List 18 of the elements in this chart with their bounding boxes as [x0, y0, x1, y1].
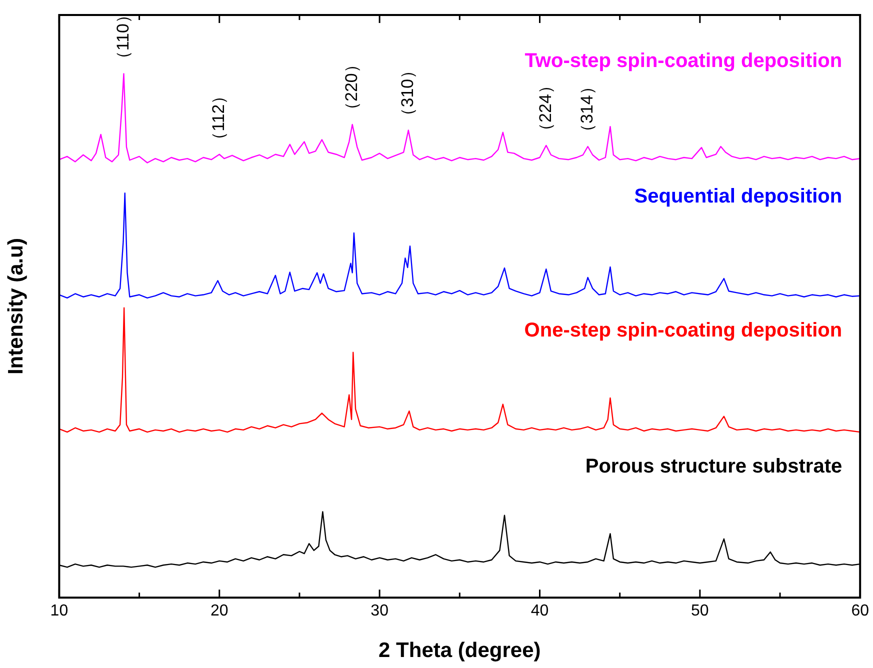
- annotation: （110）: [113, 6, 132, 68]
- text: Porous structure substrate: [585, 456, 842, 478]
- annotation: （224）: [536, 77, 555, 140]
- x-tick-label: 50: [691, 602, 709, 620]
- text: Sequential deposition: [634, 185, 842, 208]
- annotation: （314）: [577, 78, 596, 141]
- annotation: （310）: [398, 62, 418, 124]
- x-tick-label: 10: [50, 602, 68, 620]
- text: One-step spin-coating deposition: [524, 319, 842, 342]
- y-axis-title: Intensity (a.u): [4, 238, 28, 375]
- x-tick-label: 60: [851, 602, 870, 620]
- x-tick-label: 40: [530, 602, 549, 620]
- x-axis-title: 2 Theta (degree): [378, 639, 541, 662]
- annotation: （112）: [209, 87, 228, 148]
- annotation: （220）: [342, 56, 362, 118]
- text: Two-step spin-coating deposition: [524, 50, 842, 72]
- x-tick-label: 30: [370, 602, 389, 620]
- x-tick-label: 20: [210, 602, 228, 620]
